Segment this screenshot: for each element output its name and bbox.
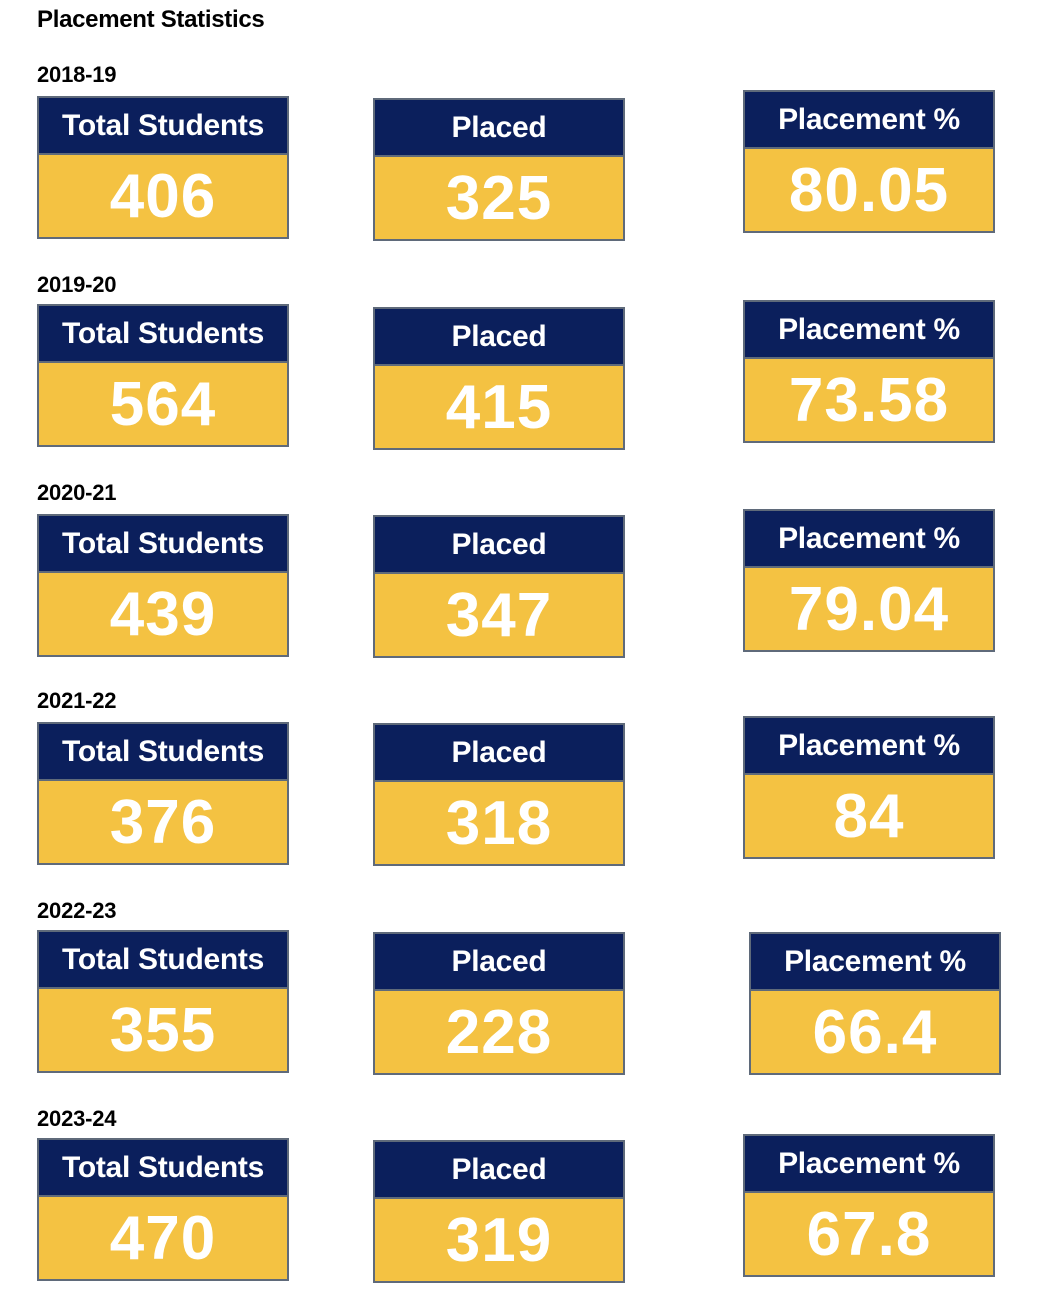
- placed-tile: Placed 318: [373, 723, 625, 866]
- total-students-header: Total Students: [39, 516, 287, 573]
- placed-value: 347: [445, 580, 553, 650]
- placed-header: Placed: [375, 517, 623, 574]
- placed-header: Placed: [375, 309, 623, 366]
- placement-pct-header: Placement %: [751, 934, 999, 991]
- total-students-header: Total Students: [39, 932, 287, 989]
- placement-pct-header: Placement %: [745, 1136, 993, 1193]
- total-students-header: Total Students: [39, 306, 287, 363]
- placed-value: 228: [445, 997, 553, 1067]
- placed-header: Placed: [375, 725, 623, 782]
- total-students-value: 470: [109, 1203, 217, 1273]
- placement-pct-value: 66.4: [812, 997, 938, 1067]
- placed-value: 319: [445, 1205, 553, 1275]
- year-label: 2018-19: [37, 62, 117, 87]
- year-label: 2023-24: [37, 1106, 117, 1131]
- total-students-header: Total Students: [39, 1140, 287, 1197]
- year-label: 2020-21: [37, 480, 117, 505]
- placed-tile: Placed 325: [373, 98, 625, 241]
- placement-pct-tile: Placement % 67.8: [743, 1134, 995, 1277]
- total-students-tile: Total Students 376: [37, 722, 289, 865]
- placed-header: Placed: [375, 100, 623, 157]
- placement-pct-header: Placement %: [745, 511, 993, 568]
- placement-pct-tile: Placement % 66.4: [749, 932, 1001, 1075]
- total-students-tile: Total Students 355: [37, 930, 289, 1073]
- placed-tile: Placed 319: [373, 1140, 625, 1283]
- year-label: 2021-22: [37, 688, 117, 713]
- placed-header: Placed: [375, 1142, 623, 1199]
- total-students-tile: Total Students 470: [37, 1138, 289, 1281]
- year-label: 2022-23: [37, 898, 117, 923]
- placement-pct-tile: Placement % 84: [743, 716, 995, 859]
- total-students-tile: Total Students 406: [37, 96, 289, 239]
- placement-pct-value: 79.04: [788, 574, 950, 644]
- total-students-value: 376: [109, 787, 217, 857]
- total-students-value: 406: [109, 161, 217, 231]
- placement-pct-value: 73.58: [788, 365, 950, 435]
- placement-pct-value: 84: [833, 781, 905, 851]
- placed-value: 325: [445, 163, 553, 233]
- placement-pct-tile: Placement % 79.04: [743, 509, 995, 652]
- placement-pct-header: Placement %: [745, 718, 993, 775]
- placed-tile: Placed 228: [373, 932, 625, 1075]
- placed-header: Placed: [375, 934, 623, 991]
- page-title: Placement Statistics: [37, 6, 265, 33]
- placed-tile: Placed 347: [373, 515, 625, 658]
- placed-value: 415: [445, 372, 553, 442]
- total-students-value: 439: [109, 579, 217, 649]
- total-students-value: 564: [109, 369, 217, 439]
- total-students-header: Total Students: [39, 724, 287, 781]
- placement-pct-tile: Placement % 73.58: [743, 300, 995, 443]
- placement-pct-value: 67.8: [806, 1199, 932, 1269]
- placement-pct-value: 80.05: [788, 155, 950, 225]
- total-students-tile: Total Students 564: [37, 304, 289, 447]
- placement-pct-header: Placement %: [745, 92, 993, 149]
- placement-pct-tile: Placement % 80.05: [743, 90, 995, 233]
- total-students-header: Total Students: [39, 98, 287, 155]
- total-students-tile: Total Students 439: [37, 514, 289, 657]
- placed-tile: Placed 415: [373, 307, 625, 450]
- placed-value: 318: [445, 788, 553, 858]
- year-label: 2019-20: [37, 272, 117, 297]
- total-students-value: 355: [109, 995, 217, 1065]
- placement-pct-header: Placement %: [745, 302, 993, 359]
